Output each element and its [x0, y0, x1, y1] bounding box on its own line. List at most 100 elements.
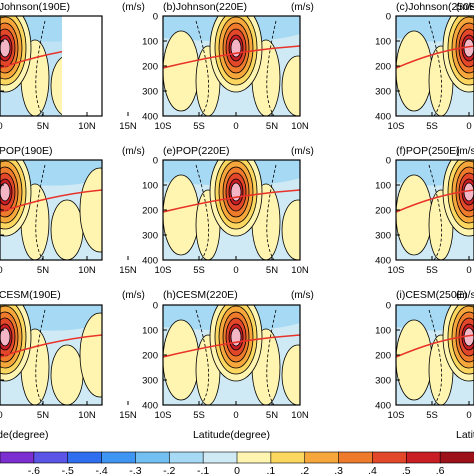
x-tick-label: 15N [119, 121, 137, 132]
contour-field [163, 16, 300, 116]
x-tick-label: 5S [193, 265, 205, 276]
x-tick-label: 0 [0, 121, 3, 132]
x-tick-label: 0 [0, 410, 3, 421]
y-tick-label: 300 [142, 231, 158, 242]
units-label: (m/s) [456, 2, 474, 13]
colorbar-swatch [372, 451, 408, 464]
y-tick-label: 100 [375, 326, 391, 337]
colorbar-swatch [405, 451, 441, 464]
colorbar-swatch [270, 451, 306, 464]
colorbar-label: -.5 [62, 465, 74, 474]
x-tick-label: 0 [466, 121, 471, 132]
units-label: (m/s) [291, 2, 314, 13]
colorbar-label: .3 [334, 465, 343, 474]
y-tick-label: 0 [153, 301, 158, 312]
x-tick-label: 0 [466, 410, 471, 421]
x-tick-label: 0 [466, 265, 471, 276]
y-tick-label: 200 [375, 351, 391, 362]
x-tick-label: 10S [388, 121, 405, 132]
panel-title: (i)CESM(250E) [396, 289, 467, 301]
panel-d: (d)POP(190E) (m/s) 0 5N 10N 15N [0, 145, 145, 276]
y-tick-label: 300 [142, 376, 158, 387]
plot-frame [0, 304, 103, 406]
x-tick-label: 15N [119, 410, 137, 421]
colorbar-swatch [304, 451, 340, 464]
colorbar-label: .2 [300, 465, 309, 474]
x-tick-label: 5S [426, 121, 438, 132]
y-tick-label: 200 [142, 206, 158, 217]
y-tick-label: 300 [375, 376, 391, 387]
x-tick-label: 5N [37, 410, 49, 421]
panel-grid: (a)Johnson(190E) (m/s) 0 5N 10N 15N (b)Johnson… [0, 1, 474, 441]
plot-frame [0, 159, 103, 261]
panel-title: (e)POP(220E) [163, 145, 230, 157]
y-tick-label: 300 [375, 231, 391, 242]
x-tick-label: 5N [266, 410, 278, 421]
units-label: (m/s) [291, 146, 314, 157]
colorbar-swatch [135, 451, 171, 464]
contour-field [163, 160, 300, 260]
colorbar-swatch [101, 451, 137, 464]
x-tick-label: 5S [426, 410, 438, 421]
panel-title: (h)CESM(220E) [163, 289, 238, 301]
panel-g: (g)CESM(190E) (m/s) 0 5N 10N 15N Latitude(degr… [0, 289, 145, 441]
x-tick-label: 10S [155, 265, 172, 276]
y-tick-label: 200 [375, 62, 391, 73]
panel-a: (a)Johnson(190E) (m/s) 0 5N 10N 15N [0, 1, 145, 132]
units-label: (m/s) [122, 146, 145, 157]
y-tick-label: 0 [386, 12, 391, 23]
units-label: (m/s) [456, 146, 474, 157]
x-axis-label: Latitude(degree) [456, 429, 474, 441]
x-tick-label: 10N [291, 265, 309, 276]
x-tick-label: 5N [37, 121, 49, 132]
x-tick-label: 10N [291, 410, 309, 421]
plot-frame [0, 15, 103, 117]
y-tick-label: 200 [142, 351, 158, 362]
y-tick-label: 200 [375, 206, 391, 217]
y-tick-label: 100 [142, 37, 158, 48]
y-tick-label: 100 [142, 326, 158, 337]
y-tick-label: 400 [142, 112, 158, 123]
x-tick-label: 0 [0, 265, 3, 276]
x-axis-label: Latitude(degree) [193, 429, 270, 441]
contour-field [396, 160, 474, 260]
x-tick-label: 10N [78, 121, 96, 132]
x-tick-label: 15N [119, 265, 137, 276]
y-tick-label: 400 [375, 256, 391, 267]
colorbar-label: .5 [402, 465, 411, 474]
contour-field [0, 160, 102, 260]
x-tick-label: 5N [266, 121, 278, 132]
y-tick-label: 200 [142, 62, 158, 73]
x-tick-label: 10N [78, 265, 96, 276]
y-tick-label: 0 [386, 156, 391, 167]
contour-field [396, 305, 474, 405]
x-tick-label: 5N [37, 265, 49, 276]
x-tick-label: 10S [388, 410, 405, 421]
colorbar-swatch [0, 451, 35, 464]
panel-title: (d)POP(190E) [0, 145, 53, 157]
panel-title: (f)POP(250E) [396, 145, 460, 157]
x-tick-label: 10S [388, 265, 405, 276]
colorbar-label: 0 [234, 465, 240, 474]
colorbar: -.6 -.5 -.4 -.3 -.2 -.1 0 .1 .2 .3 .4 .5 .6 [0, 451, 474, 474]
x-tick-label: 0 [233, 265, 238, 276]
y-tick-label: 100 [375, 181, 391, 192]
units-label: (m/s) [456, 290, 474, 301]
contour-field [0, 16, 102, 116]
y-tick-label: 300 [142, 87, 158, 98]
panel-title: (c)Johnson(250E) [396, 1, 474, 13]
x-tick-label: 5N [266, 265, 278, 276]
contour-field [396, 16, 474, 116]
y-tick-label: 400 [142, 256, 158, 267]
x-axis-label: Latitude(degree) [0, 429, 49, 441]
units-label: (m/s) [291, 290, 314, 301]
colorbar-label: -.3 [129, 465, 141, 474]
colorbar-label: .1 [266, 465, 275, 474]
y-tick-label: 0 [153, 12, 158, 23]
